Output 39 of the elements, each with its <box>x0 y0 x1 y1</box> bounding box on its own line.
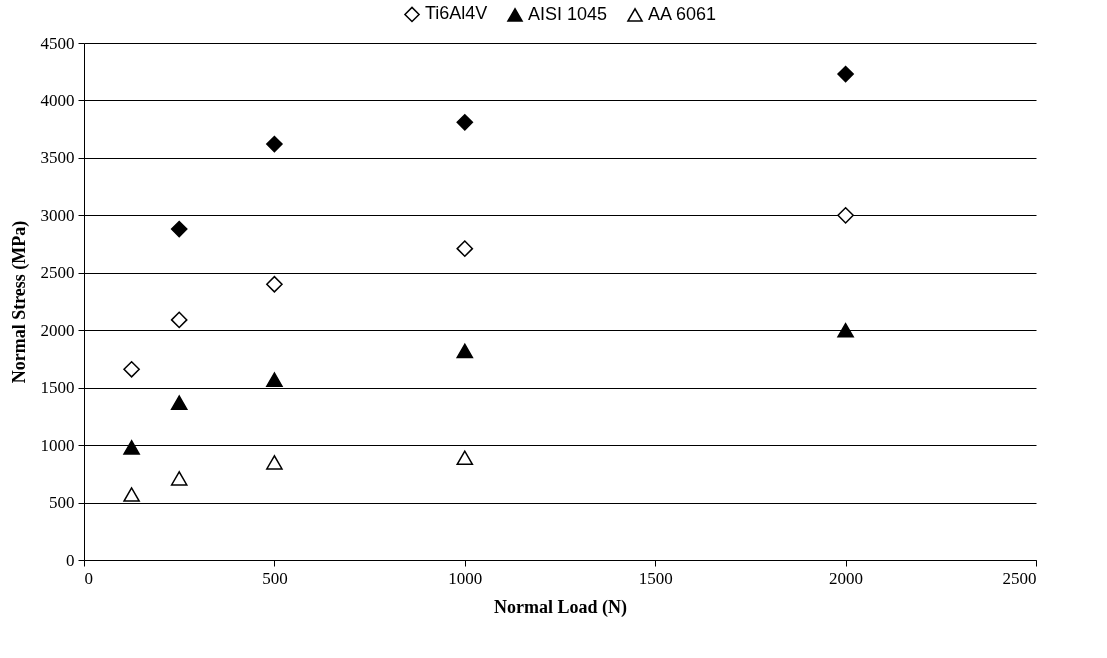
point <box>123 360 140 378</box>
legend-label: Ti6Al4V <box>425 3 488 24</box>
point <box>266 455 283 470</box>
point <box>266 372 283 387</box>
y-tick-label: 500 <box>49 493 75 513</box>
point <box>456 113 474 131</box>
point <box>170 220 188 238</box>
y-tick-label: 2000 <box>40 320 75 340</box>
x-tick-label: 1000 <box>448 568 483 588</box>
point <box>456 343 474 359</box>
x-tick-label: 1500 <box>638 568 673 588</box>
point <box>170 395 188 410</box>
x-tick-label: 500 <box>262 568 288 588</box>
x-tick-label: 0 <box>84 568 93 588</box>
y-tick-label: 3500 <box>40 148 75 168</box>
point <box>123 487 140 502</box>
y-tick-label: 1500 <box>40 378 75 398</box>
x-tick-label: 2000 <box>829 568 864 588</box>
y-tick-label: 2500 <box>40 263 75 283</box>
x-tick-label: 2500 <box>1002 568 1037 588</box>
legend-label: AISI 1045 <box>528 3 608 24</box>
y-tick-label: 4500 <box>40 33 75 53</box>
y-tick-label: 3000 <box>40 205 75 225</box>
point <box>266 275 283 293</box>
point <box>837 322 854 338</box>
point <box>170 311 188 329</box>
y-tick-label: 1000 <box>40 435 75 455</box>
point <box>456 450 474 466</box>
legend-label: AA 6061 <box>648 3 717 24</box>
point <box>837 207 854 224</box>
y-axis-title: Normal Stress (MPa) <box>8 220 30 384</box>
point <box>266 135 283 153</box>
x-axis-title: Normal Load (N) <box>494 596 627 618</box>
y-tick-label: 4000 <box>40 90 75 110</box>
point <box>123 440 140 455</box>
point <box>456 240 474 257</box>
y-tick-label: 0 <box>66 550 75 570</box>
point <box>837 65 854 83</box>
point <box>170 471 188 486</box>
